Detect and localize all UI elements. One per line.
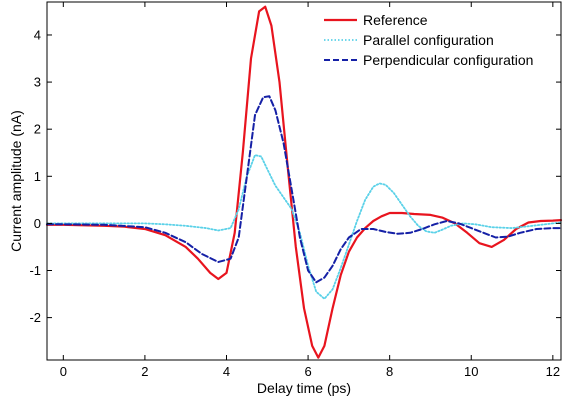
legend: Reference Parallel configuration Perpendic… [324,12,533,68]
y-tick-label: 0 [34,216,41,231]
x-axis-label: Delay time (ps) [257,380,351,396]
y-axis-label: Current amplitude (nA) [8,110,24,252]
series-line-1 [45,5,563,359]
y-tick-label: -2 [29,310,41,325]
legend-label-3: Perpendicular configuration [363,52,533,68]
legend-label-1: Reference [363,12,428,28]
y-tick-label: 4 [34,27,41,42]
legend-label-2: Parallel configuration [363,32,494,48]
y-tick-label: -1 [29,263,41,278]
x-tick-labels: 0 2 4 6 8 10 12 [60,364,560,379]
x-tick-label: 0 [60,364,67,379]
y-tick-label: 1 [34,169,41,184]
tick-layer [47,2,561,360]
y-tick-label: 3 [34,75,41,90]
x-tick-label: 8 [386,364,393,379]
series-layer [45,5,563,359]
x-tick-label: 4 [223,364,230,379]
series-line-3 [46,95,562,284]
x-tick-label: 10 [464,364,478,379]
series-line-2 [46,154,562,300]
y-tick-label: 2 [34,122,41,137]
x-tick-label: 6 [304,364,311,379]
x-tick-label: 2 [141,364,148,379]
x-tick-label: 12 [546,364,560,379]
y-tick-labels: -2 -1 0 1 2 3 4 [29,27,41,325]
plot-frame [46,1,562,361]
